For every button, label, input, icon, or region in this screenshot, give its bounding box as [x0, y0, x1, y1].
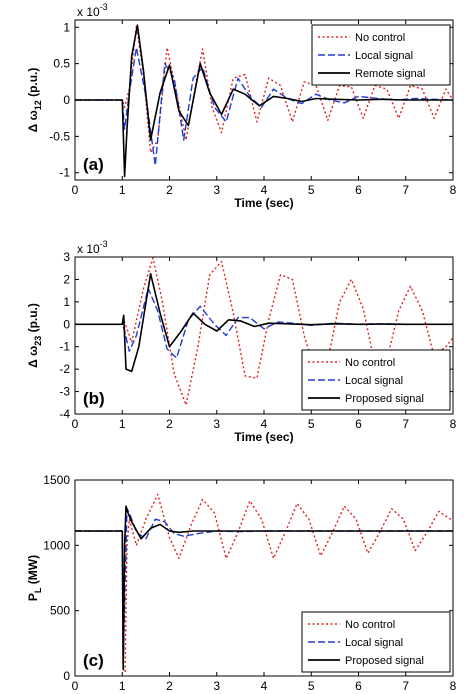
legend-box [301, 611, 451, 673]
x-tick-label: 5 [308, 417, 315, 431]
x-axis-label: Time (sec) [234, 430, 293, 444]
y-scale-factor: x 10-3 [77, 2, 108, 19]
legend: No control Local signal Proposed signal [301, 349, 451, 411]
x-tick-label: 6 [355, 417, 362, 431]
series-line-no-control [75, 493, 453, 673]
legend-entry: Local signal [345, 375, 403, 387]
series-line-local-signal [75, 508, 453, 664]
chart-panel-1: 0 1 2 3 4 5 6 7 8 -1 -0.5 0 0.5 1 x 10-3 Time (sec) Δ ω1… [26, 2, 457, 210]
panel-label: (c) [83, 651, 104, 670]
chart-panel-2: 0 1 2 3 4 5 6 7 8 -4 -3 -2 -1 0 1 2 3 x 10-3 Time (sec) Δ ω… [26, 239, 457, 444]
y-tick-label: -1 [59, 340, 70, 354]
x-tick-label: 0 [72, 679, 79, 693]
y-tick-label: 0.5 [53, 57, 70, 71]
legend-entry: No control [355, 32, 405, 44]
series-line-proposed-signal [75, 273, 453, 373]
x-tick-label: 5 [308, 679, 315, 693]
x-axis-label: Time (sec) [234, 196, 293, 210]
x-tick-label: 6 [355, 183, 362, 197]
series-group [75, 493, 453, 673]
x-tick-label: 1 [119, 679, 126, 693]
y-tick-label: -0.5 [49, 129, 70, 143]
y-tick-label: -3 [59, 385, 70, 399]
legend-entry: Proposed signal [345, 393, 424, 405]
legend: No control Local signal Proposed signal [301, 611, 451, 673]
x-tick-label: 8 [450, 183, 457, 197]
x-axis-label: Time (sec) [234, 692, 293, 694]
y-tick-label: 0 [63, 317, 70, 331]
y-tick-label: 3 [63, 250, 70, 264]
x-tick-label: 4 [261, 417, 268, 431]
x-tick-label: 5 [308, 183, 315, 197]
x-tick-label: 2 [166, 417, 173, 431]
legend-entry: Remote signal [355, 68, 425, 80]
legend-entry: No control [345, 619, 395, 631]
x-tick-label: 7 [402, 679, 409, 693]
series-line-local-signal [75, 287, 453, 359]
series-group [75, 257, 453, 406]
x-tick-label: 6 [355, 679, 362, 693]
series-line-proposed-signal [75, 505, 453, 671]
series-line-remote-signal [75, 24, 453, 178]
x-tick-label: 1 [119, 417, 126, 431]
x-tick-label: 0 [72, 417, 79, 431]
series-line-no-control [75, 257, 453, 406]
panel-label: (a) [83, 155, 104, 174]
x-tick-label: 0 [72, 183, 79, 197]
y-scale-factor: x 10-3 [77, 239, 108, 256]
series-line-local-signal [75, 46, 453, 167]
legend-entry: No control [345, 357, 395, 369]
y-tick-label: 1 [63, 295, 70, 309]
legend-entry: Local signal [355, 50, 413, 62]
y-tick-label: 2 [63, 272, 70, 286]
y-tick-label: 0 [63, 93, 70, 107]
x-tick-label: 4 [261, 183, 268, 197]
y-tick-label: 500 [50, 604, 70, 618]
series-group [75, 24, 453, 178]
x-tick-label: 2 [166, 679, 173, 693]
x-tick-label: 3 [213, 183, 220, 197]
legend-entry: Proposed signal [345, 655, 424, 667]
x-tick-label: 7 [402, 183, 409, 197]
x-tick-label: 8 [450, 417, 457, 431]
y-axis-label: PL (MW) [26, 555, 43, 601]
y-tick-label: 1000 [43, 538, 70, 552]
y-tick-label: -4 [59, 407, 70, 421]
y-axis-label: Δ ω12 (p.u.) [26, 68, 43, 133]
y-tick-label: -1 [59, 166, 70, 180]
y-tick-label: 1 [63, 20, 70, 34]
legend: No control Local signal Remote signal [311, 24, 451, 86]
panel-label: (b) [83, 389, 105, 408]
x-tick-label: 3 [213, 679, 220, 693]
y-tick-label: 0 [63, 669, 70, 683]
chart-panel-3: 0 1 2 3 4 5 6 7 8 0 500 1000 1500 Time (sec) PL (MW) No… [26, 473, 457, 694]
y-tick-label: -2 [59, 362, 70, 376]
legend-entry: Local signal [345, 637, 403, 649]
y-tick-label: 1500 [43, 473, 70, 487]
y-axis-label: Δ ω23 (p.u.) [26, 303, 43, 368]
x-tick-label: 2 [166, 183, 173, 197]
legend-box [301, 349, 451, 411]
x-tick-label: 7 [402, 417, 409, 431]
x-tick-label: 8 [450, 679, 457, 693]
x-tick-label: 4 [261, 679, 268, 693]
x-tick-label: 3 [213, 417, 220, 431]
x-tick-label: 1 [119, 183, 126, 197]
